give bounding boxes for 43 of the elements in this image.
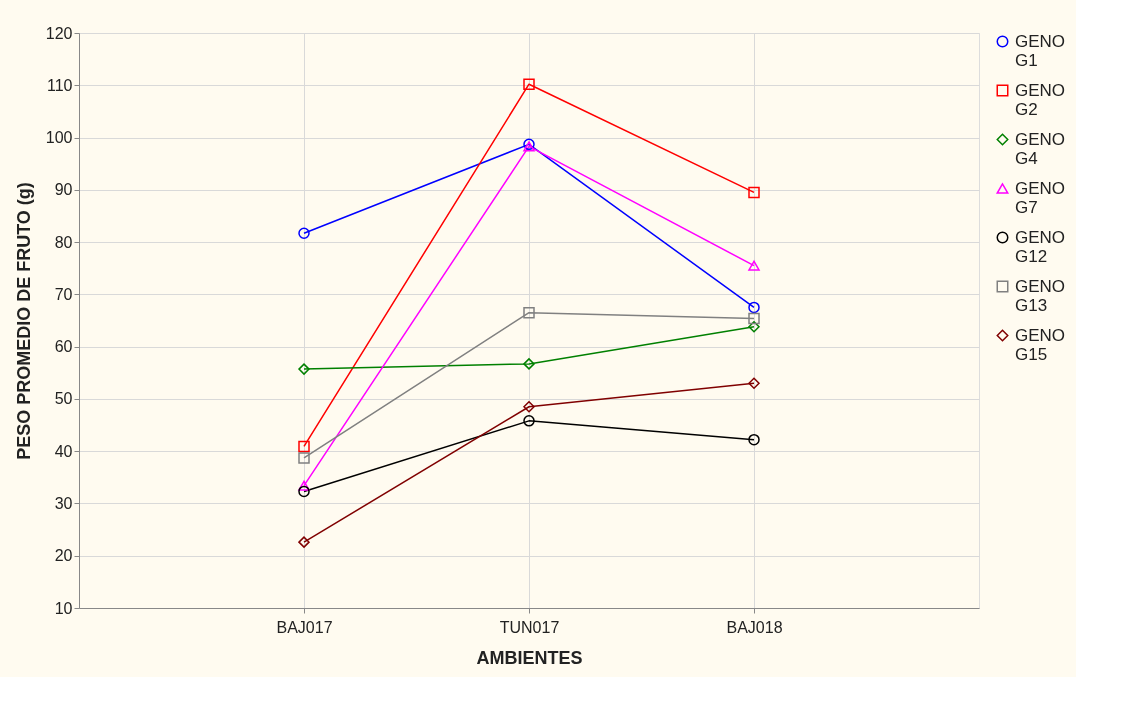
point	[298, 536, 310, 548]
y-tick-label: 40	[54, 442, 73, 460]
y-tick-label: 70	[54, 285, 73, 303]
y-tick-label: 80	[54, 233, 73, 251]
y-tick-label: 20	[54, 547, 73, 565]
point	[298, 480, 310, 491]
x-tick-label: BAJ018	[726, 618, 783, 636]
y-tick-label: 100	[45, 129, 73, 147]
point	[298, 452, 310, 464]
y-tick-label: 60	[54, 338, 73, 356]
legend-label: GENO G2	[1015, 80, 1066, 119]
point	[523, 358, 535, 370]
legend-label: GENO G1	[1015, 31, 1066, 70]
legend-label: GENO G13	[1015, 276, 1066, 315]
point	[748, 433, 760, 446]
point	[748, 377, 760, 389]
x-tick-label: BAJ017	[276, 618, 333, 636]
point	[523, 306, 535, 319]
y-tick-label: 90	[54, 181, 73, 199]
y-tick-label: 30	[54, 494, 73, 512]
point	[298, 227, 310, 239]
point	[523, 415, 535, 427]
legend-label: GENO G4	[1015, 129, 1066, 168]
x-axis-title: AMBIENTES	[476, 647, 583, 668]
x-tick-label: TUN017	[499, 618, 560, 636]
point	[748, 312, 760, 325]
point	[748, 301, 760, 314]
y-tick-label: 50	[54, 390, 73, 408]
point	[298, 485, 310, 498]
point	[298, 363, 310, 375]
y-tick-label: 10	[54, 599, 73, 617]
legend-label: GENO G12	[1015, 227, 1066, 266]
point	[748, 260, 760, 271]
point	[523, 401, 535, 413]
y-tick-label: 110	[46, 76, 73, 94]
point	[298, 440, 310, 453]
y-tick-label: 120	[45, 24, 73, 42]
point	[748, 321, 760, 333]
legend-label: GENO G7	[1015, 178, 1066, 217]
legend-label: GENO G15	[1015, 325, 1066, 364]
point	[523, 78, 535, 90]
y-axis-title: PESO PROMEDIO DE FRUTO (g)	[13, 182, 34, 460]
point	[748, 186, 760, 199]
